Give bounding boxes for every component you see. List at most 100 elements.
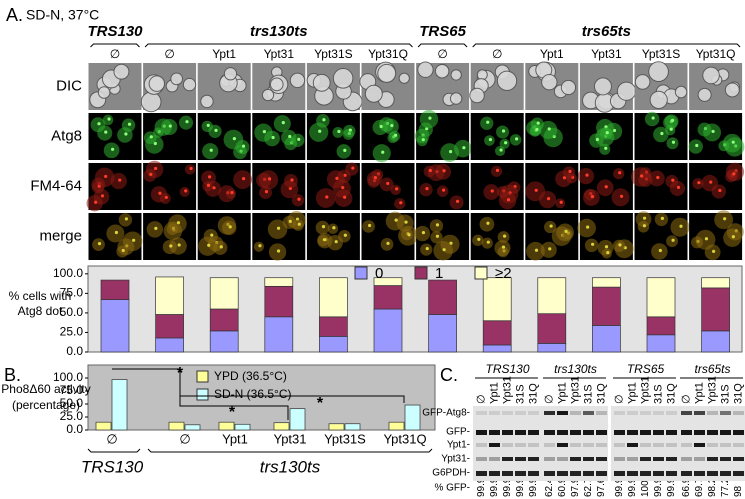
dot (118, 178, 122, 182)
band (733, 471, 744, 476)
significance-star: * (229, 404, 236, 421)
cell (261, 88, 275, 102)
band (653, 457, 664, 461)
band (544, 443, 555, 447)
group-bracket (144, 43, 413, 48)
row-label: GFP-Atg8- (422, 408, 470, 419)
lane-label: ∅ (475, 394, 487, 404)
group-bracket (87, 448, 141, 453)
cell (398, 72, 410, 84)
lane-label: 31S (582, 384, 594, 404)
dot (343, 195, 347, 199)
bar-segment (646, 334, 676, 353)
dot (425, 187, 429, 191)
cell (97, 86, 111, 99)
dot (168, 124, 172, 128)
dot (435, 223, 440, 227)
dot (606, 250, 610, 255)
significance-star: * (317, 395, 324, 412)
dot (322, 238, 327, 242)
x-tick-label: Ypt31S (324, 431, 366, 446)
band (489, 430, 500, 435)
dot (337, 129, 341, 134)
bar-segment (319, 316, 348, 337)
dot (501, 245, 506, 249)
cell (434, 63, 450, 79)
dot (97, 122, 101, 126)
dot (421, 230, 426, 235)
plot-area (87, 265, 743, 353)
bar-segment (701, 287, 730, 332)
bar-segment (264, 316, 294, 353)
dot (318, 129, 322, 133)
lane-label: 31Q (527, 383, 539, 404)
percent-gfp: 99.9 (515, 477, 526, 497)
band (557, 430, 568, 435)
bar-segment (537, 343, 567, 353)
dot (121, 248, 125, 253)
bar-segment (100, 299, 130, 353)
group-bracket (472, 43, 741, 48)
panel-label: A. (6, 5, 23, 25)
dot (335, 176, 339, 180)
cell (170, 72, 183, 86)
column-label: Ypt1 (212, 47, 236, 61)
band (681, 411, 692, 415)
band (557, 457, 568, 461)
band (515, 430, 526, 435)
dot (595, 137, 599, 142)
dot (107, 117, 111, 121)
band (640, 457, 651, 461)
column-label: ∅ (110, 47, 120, 61)
band (570, 457, 581, 461)
dot (264, 189, 269, 194)
band (489, 471, 500, 476)
dot (169, 244, 173, 248)
cell (697, 87, 712, 102)
dot (618, 171, 622, 175)
bar-segment (264, 285, 294, 318)
row-label: FM4-64 (30, 177, 82, 194)
y-tick-label: 75.0 (60, 286, 84, 300)
dot (404, 220, 408, 224)
dot (212, 186, 216, 190)
band (570, 471, 581, 476)
band (570, 430, 581, 435)
dot (428, 116, 432, 120)
lane-label: ∅ (680, 394, 692, 404)
dot (394, 218, 398, 222)
cell (702, 66, 720, 85)
dot (490, 189, 494, 193)
bar-segment (155, 276, 184, 315)
band (544, 471, 555, 476)
band (653, 430, 664, 435)
dot (605, 131, 609, 135)
band (544, 430, 555, 435)
lane-label: 31Q (665, 383, 677, 404)
band (596, 471, 607, 476)
bar (388, 421, 405, 431)
cell (269, 77, 284, 92)
dot (207, 243, 211, 247)
dot (486, 120, 490, 124)
cell (541, 74, 558, 91)
band (476, 443, 487, 447)
dot (697, 181, 701, 185)
band (707, 471, 718, 476)
bar-segment (482, 344, 512, 353)
lane-label: 31S (719, 384, 731, 404)
band (720, 443, 731, 447)
dot (153, 141, 157, 146)
dot (660, 216, 665, 221)
column-label: Ypt31Q (368, 47, 408, 61)
significance-line (179, 395, 405, 403)
band (707, 411, 718, 415)
dot (343, 233, 347, 237)
dot (281, 121, 285, 125)
band (502, 471, 513, 476)
dot (297, 222, 301, 226)
band (583, 430, 594, 435)
dot (271, 135, 275, 140)
cell (312, 73, 331, 92)
